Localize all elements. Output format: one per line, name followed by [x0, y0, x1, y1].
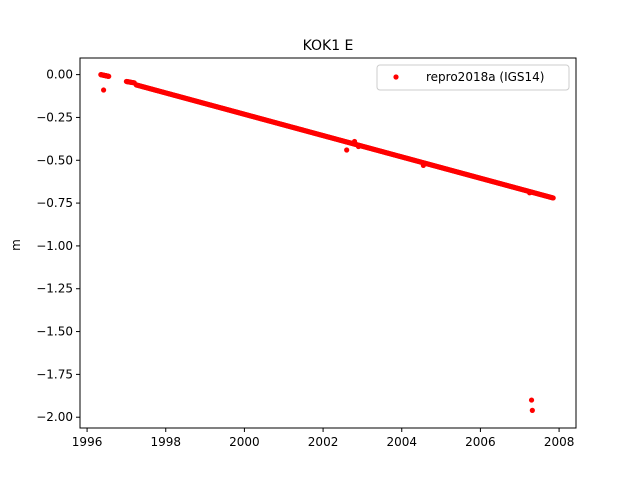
data-point	[421, 163, 426, 168]
y-tick-label: −1.50	[36, 325, 73, 339]
legend-label: repro2018a (IGS14)	[426, 70, 544, 84]
y-tick-label: 0.00	[46, 68, 73, 82]
x-tick-label: 1996	[72, 435, 103, 449]
y-tick-label: −0.75	[36, 196, 73, 210]
x-tick-label: 2002	[308, 435, 339, 449]
data-point	[527, 190, 532, 195]
data-point	[101, 87, 106, 92]
y-tick-label: −2.00	[36, 410, 73, 424]
data-point	[352, 139, 357, 144]
y-tick-label: −0.25	[36, 110, 73, 124]
y-tick-label: −0.50	[36, 153, 73, 167]
legend-marker	[393, 74, 398, 79]
x-tick-label: 1998	[150, 435, 181, 449]
data-point	[551, 195, 556, 200]
x-tick-label: 2000	[229, 435, 260, 449]
chart-title: KOK1 E	[303, 38, 354, 54]
legend: repro2018a (IGS14)	[377, 65, 569, 90]
x-tick-label: 2006	[465, 435, 496, 449]
data-point	[356, 144, 361, 149]
x-tick-label: 2004	[386, 435, 417, 449]
data-point	[106, 74, 111, 79]
y-tick-label: −1.75	[36, 367, 73, 381]
y-tick-label: −1.25	[36, 282, 73, 296]
data-point	[529, 397, 534, 402]
y-tick-label: −1.00	[36, 239, 73, 253]
data-point	[530, 408, 535, 413]
x-tick-label: 2008	[544, 435, 575, 449]
data-point	[344, 147, 349, 152]
y-axis-label: m	[9, 239, 23, 251]
